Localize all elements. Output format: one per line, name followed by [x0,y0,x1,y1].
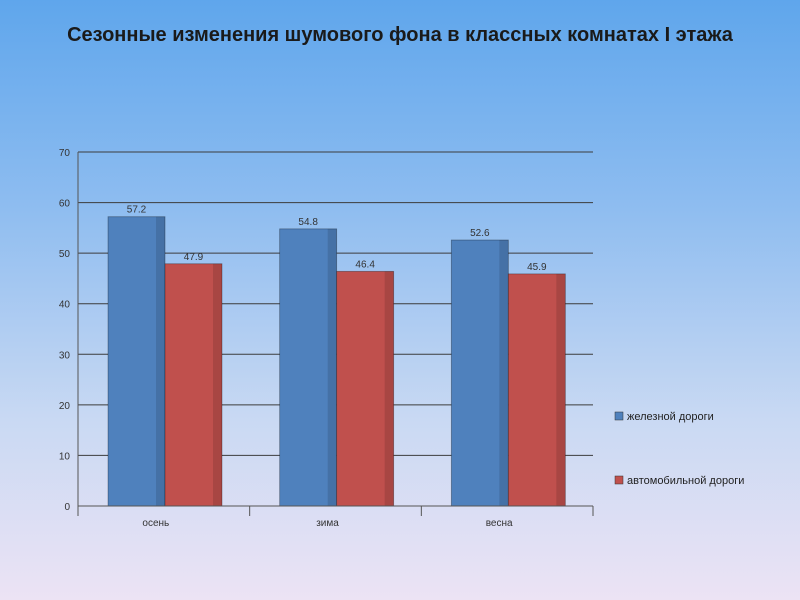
chart-title: Сезонные изменения шумового фона в класс… [67,24,733,46]
legend: железной дороги автомобильной дороги [614,411,744,487]
bar-shade [213,263,222,506]
legend-swatch [614,475,624,485]
data-label: 54.8 [298,217,318,228]
x-tick-label: осень [142,518,169,529]
y-tick-label: 30 [59,350,71,361]
y-tick-label: 50 [59,249,71,260]
data-label: 57.2 [127,205,147,216]
bars [107,216,566,507]
y-tick-label: 20 [59,401,71,412]
y-tick-label: 10 [59,451,71,462]
x-tick-label: весна [486,518,513,529]
bar [336,270,395,507]
x-tick-label: зима [316,518,339,529]
bar [507,273,566,507]
y-tick-label: 0 [64,502,70,513]
data-label: 46.4 [355,259,375,270]
data-labels: 57.2 47.9 54.8 46.4 52.6 45.9 [127,205,547,273]
legend-label: железной дороги [627,411,714,423]
bar-shade [156,216,165,506]
y-tick-label: 60 [59,199,71,210]
bar-shade [556,273,566,506]
bar-shade [327,228,337,506]
bar-shade [499,239,509,506]
y-tick-label: 40 [59,300,71,311]
bar [164,263,223,507]
data-label: 45.9 [527,262,547,273]
data-label: 47.9 [184,252,204,263]
axes: 0 10 20 30 40 50 60 70 осень зима весна [59,148,594,529]
legend-label: автомобильной дороги [627,475,744,487]
bar-shade [384,271,394,506]
legend-swatch [614,411,624,421]
y-tick-label: 70 [59,148,71,159]
data-label: 52.6 [470,228,490,239]
